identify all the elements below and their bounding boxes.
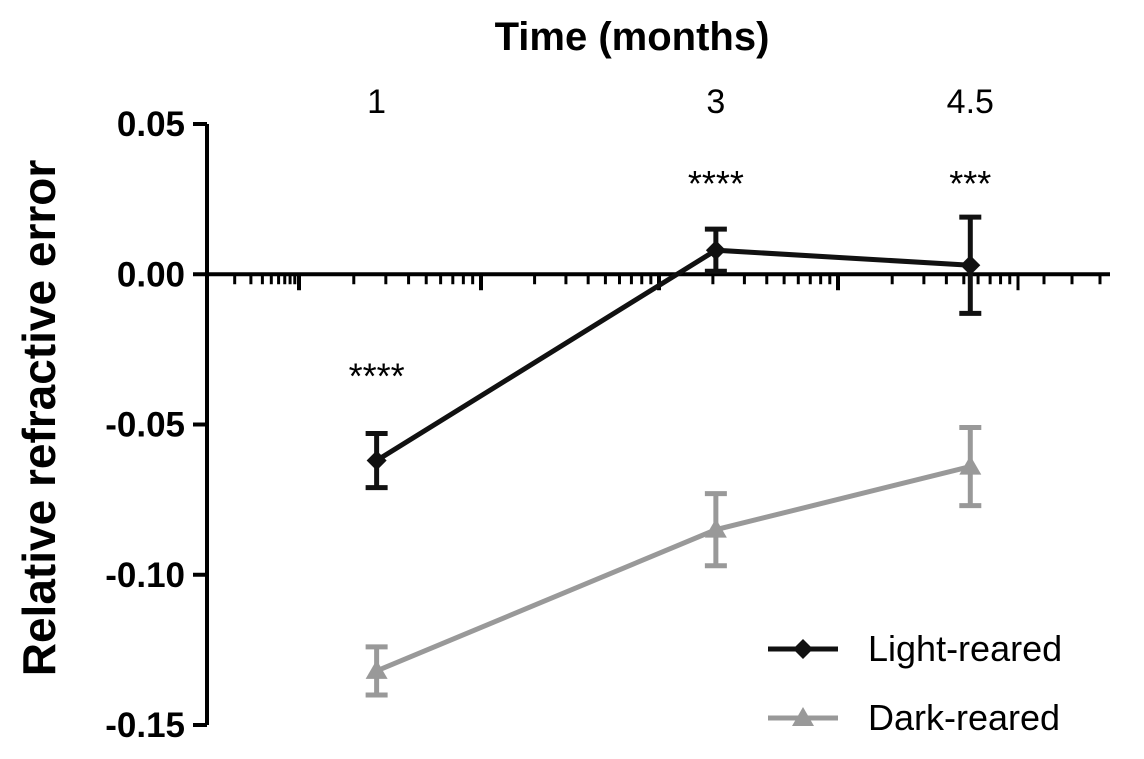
data-point — [960, 255, 981, 276]
series-line — [375, 247, 971, 463]
y-tick-label: 0.00 — [117, 255, 185, 294]
y-tick-label: -0.05 — [105, 406, 185, 445]
legend-marker — [793, 639, 813, 659]
x-tick-label: 1 — [367, 83, 386, 121]
x-tick-label: 4.5 — [947, 83, 994, 121]
legend-label: Dark-reared — [868, 697, 1060, 738]
annotation-layer: ******** *** — [349, 163, 992, 396]
data-point — [705, 240, 726, 261]
series-layer — [365, 214, 982, 698]
data-point — [704, 518, 727, 538]
chart-title: Time (months) — [495, 15, 770, 59]
y-tick-label: -0.10 — [105, 556, 185, 595]
axes: 0.05 0.00 -0.05 -0.10 -0.15 1 3 4.5 — [105, 83, 1110, 745]
significance-annotation: **** — [688, 163, 744, 204]
significance-annotation: *** — [949, 163, 991, 204]
y-tick-label: -0.15 — [105, 706, 185, 745]
legend-item: Dark-reared — [768, 697, 1060, 738]
legend-label: Light-reared — [868, 628, 1062, 669]
series-dark-reared — [365, 425, 982, 698]
legend: Light-reared Dark-reared — [768, 628, 1062, 738]
series-light-reared — [365, 214, 982, 491]
y-tick-label: 0.05 — [117, 105, 185, 144]
data-point — [959, 455, 982, 475]
significance-annotation: **** — [349, 355, 405, 396]
y-axis-label: Relative refractive error — [13, 160, 65, 677]
data-point — [366, 450, 387, 471]
legend-item: Light-reared — [768, 628, 1062, 669]
x-tick-label: 3 — [706, 83, 725, 121]
data-point — [365, 659, 388, 679]
legend-marker — [792, 707, 814, 726]
